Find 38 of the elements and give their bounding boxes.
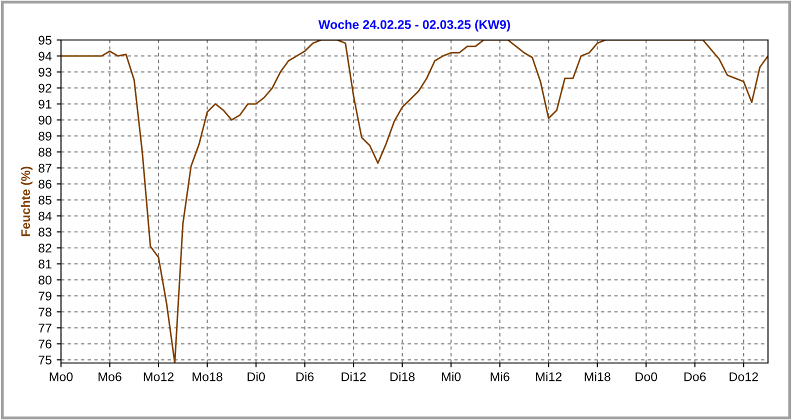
x-tick-label: Mo0: [50, 372, 73, 382]
x-tick-label: Mi12: [536, 372, 562, 382]
x-tick-label: Mo18: [192, 372, 222, 382]
x-tick-label: Mi18: [584, 372, 610, 382]
y-tick-label: 82: [38, 244, 52, 253]
y-tick-label: 92: [38, 84, 52, 93]
y-tick-label: 94: [38, 52, 52, 61]
y-tick-label: 88: [38, 148, 52, 157]
x-tick-label: Di12: [342, 372, 366, 382]
x-tick-label: Di18: [390, 372, 415, 382]
y-tick-label: 95: [38, 36, 52, 45]
y-tick-label: 78: [38, 308, 52, 316]
x-tick-label: Mi6: [490, 372, 510, 382]
x-tick-label: Do6: [684, 372, 706, 382]
y-tick-label: 86: [38, 180, 52, 189]
x-tick-label: Mo6: [98, 372, 122, 382]
x-tick-label: Do0: [636, 372, 658, 382]
x-tick-label: Mi0: [442, 372, 461, 382]
y-tick-label: 84: [38, 212, 52, 221]
x-tick-label: Mo12: [144, 372, 174, 382]
chart-title: Woche 24.02.25 - 02.03.25 (KW9): [318, 20, 510, 32]
y-tick-label: 87: [38, 164, 52, 173]
y-tick-label: 77: [38, 324, 52, 332]
x-tick-label: Di6: [296, 372, 314, 382]
y-tick-label: 81: [38, 260, 52, 269]
x-tick-label: Do12: [730, 372, 758, 382]
y-tick-label: 75: [38, 356, 52, 364]
x-tick-label: Di0: [248, 372, 265, 382]
y-tick-label: 76: [38, 340, 52, 348]
y-axis-title: Feuchte (%): [20, 166, 33, 236]
y-tick-label: 91: [38, 100, 52, 109]
y-tick-label: 80: [38, 276, 52, 285]
y-tick-label: 83: [38, 228, 52, 237]
y-tick-label: 90: [38, 116, 52, 125]
y-tick-label: 93: [38, 68, 52, 77]
y-tick-label: 85: [38, 196, 52, 205]
y-tick-label: 79: [38, 292, 52, 300]
y-tick-label: 89: [38, 132, 52, 141]
